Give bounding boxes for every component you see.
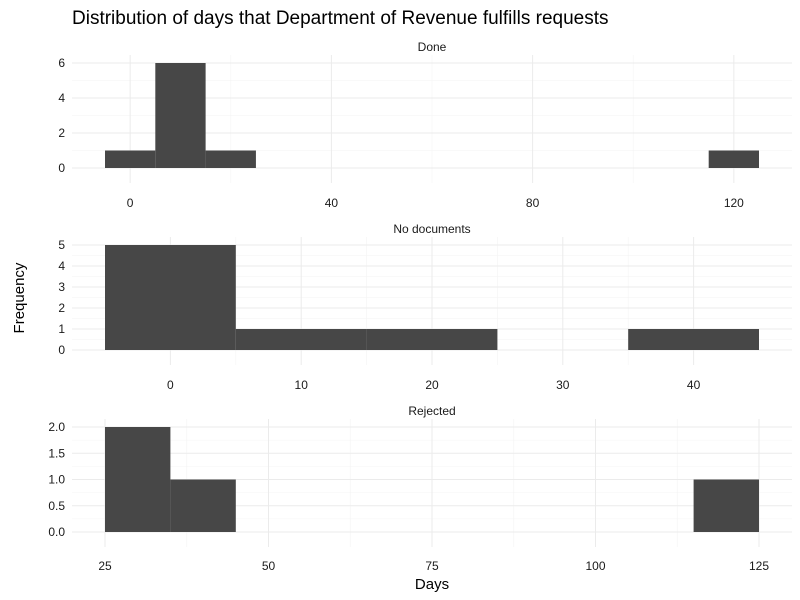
y-tick-label: 1.0 [48,473,65,487]
histogram-bar [628,329,759,350]
histogram-bar [105,150,156,168]
y-tick-label: 2 [58,126,65,140]
y-tick-label: 6 [58,56,65,70]
x-tick-label: 40 [687,378,701,392]
y-tick-label: 2.0 [48,420,65,434]
histogram-bar [170,479,236,532]
x-tick-label: 125 [749,559,769,573]
y-tick-label: 0.0 [48,525,65,539]
x-tick-label: 100 [585,559,605,573]
x-tick-label: 0 [127,196,134,210]
y-tick-label: 0 [58,161,65,175]
y-tick-label: 2 [58,301,65,315]
y-tick-label: 0 [58,343,65,357]
histogram-bar [155,63,206,168]
histogram-bar [366,329,498,350]
y-tick-label: 5 [58,238,65,252]
x-tick-label: 25 [98,559,112,573]
y-axis-title: Frequency [11,262,28,333]
facet-strip-label: No documents [393,222,470,236]
histogram-bar [235,329,367,350]
x-tick-label: 30 [556,378,570,392]
histogram-bar [205,150,256,168]
x-axis-title: Days [415,576,449,593]
y-tick-label: 1.5 [48,446,65,460]
x-tick-label: 80 [526,196,540,210]
x-tick-label: 20 [425,378,439,392]
x-tick-label: 10 [295,378,309,392]
y-tick-label: 0.5 [48,499,65,513]
y-tick-label: 4 [58,259,65,273]
chart-title: Distribution of days that Department of … [72,8,609,29]
panel-done: Done 0 2 4 6 0 40 80 120 [58,40,792,210]
histogram-bar [693,479,759,532]
panel-rejected: Rejected 0.0 0.5 1.0 1.5 2.0 25 50 75 100 125 [48,404,792,573]
facet-strip-label: Rejected [408,404,455,418]
x-tick-label: 40 [325,196,339,210]
panel-no-documents: No documents 0 1 2 3 4 5 0 10 20 30 40 [58,222,792,392]
histogram-bar [105,427,171,532]
x-tick-label: 120 [724,196,744,210]
histogram-bar [105,245,236,350]
histogram-bar [708,150,759,168]
x-tick-label: 50 [262,559,276,573]
y-tick-label: 4 [58,91,65,105]
x-tick-label: 75 [425,559,439,573]
y-tick-label: 3 [58,280,65,294]
x-tick-label: 0 [167,378,174,392]
facet-strip-label: Done [418,40,447,54]
y-tick-label: 1 [58,322,65,336]
